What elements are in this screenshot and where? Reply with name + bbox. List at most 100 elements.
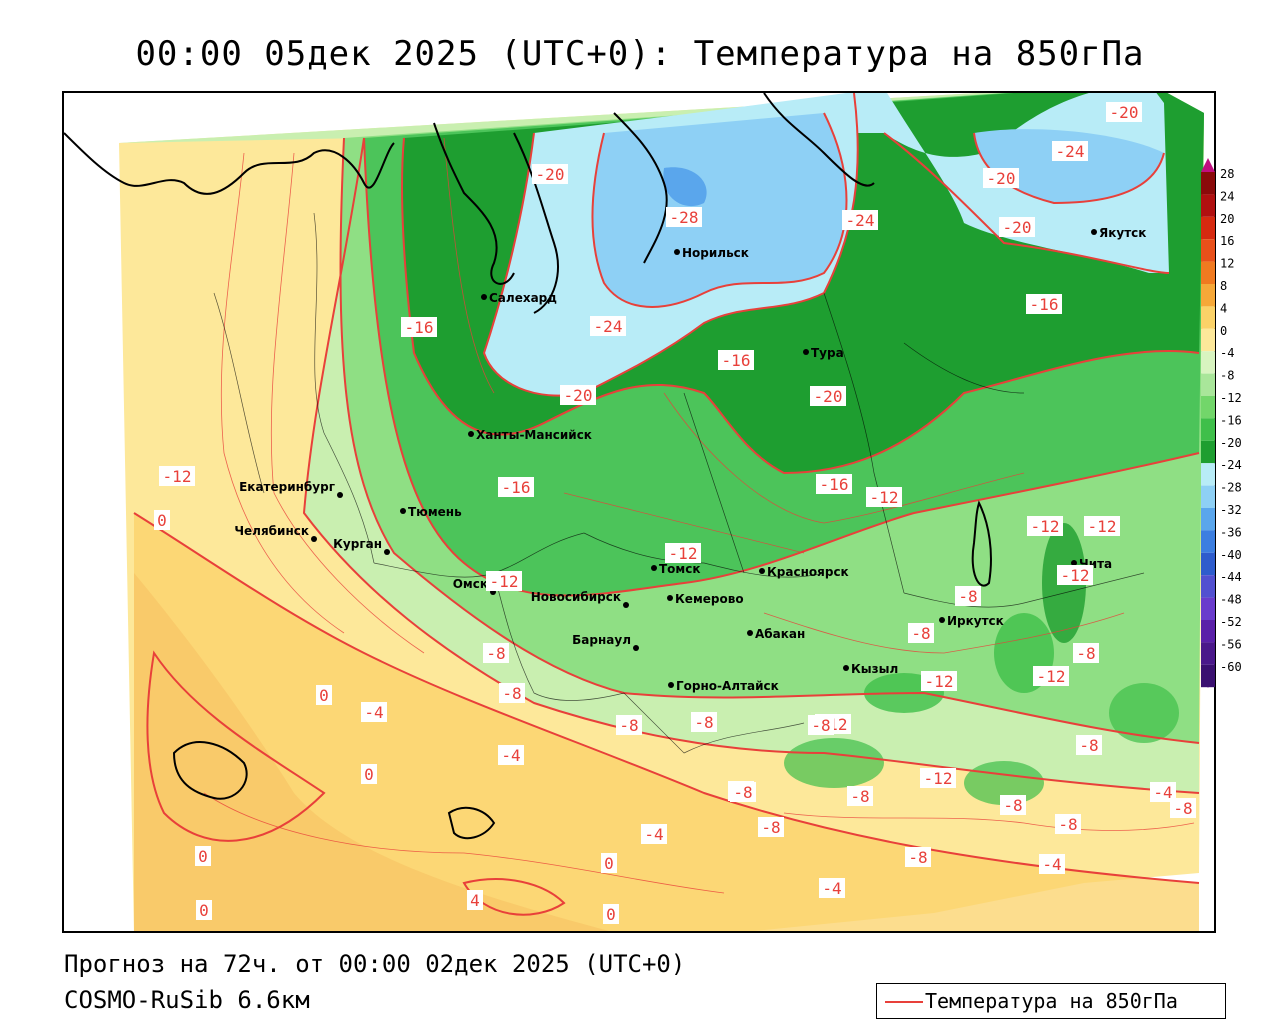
- isotherm-label: -4: [1042, 855, 1061, 874]
- city-marker: [468, 431, 474, 437]
- city-marker: [1071, 560, 1077, 566]
- scale-box: [1201, 172, 1215, 195]
- isotherm-labels-layer: -20 -24 -20 -28 -24 -20 -20 -16 -16 -24 -16 -20 -20 -…: [154, 102, 1196, 924]
- isotherm-label: -4: [501, 746, 520, 765]
- isotherm-label: -8: [486, 644, 505, 663]
- city-label: Тура: [811, 346, 844, 360]
- scale-tick-label: 28: [1220, 167, 1234, 181]
- city-marker: [668, 682, 674, 688]
- scale-tick-label: -36: [1220, 525, 1242, 539]
- isotherm-label-bg: [154, 510, 170, 530]
- scale-tick-label: 12: [1220, 257, 1234, 271]
- coastline: [64, 93, 992, 840]
- city-label: Красноярск: [767, 565, 849, 579]
- isotherm-label-bg: [1027, 516, 1063, 536]
- isotherm-label-bg: [361, 764, 377, 784]
- isotherm-label-bg: [758, 817, 784, 837]
- isotherm-label: -8: [1058, 815, 1077, 834]
- city-label: Норильск: [682, 246, 749, 260]
- isotherm-label-bg: [665, 543, 701, 563]
- isotherm-label-bg: [601, 853, 617, 873]
- isotherm-label-bg: [999, 217, 1035, 237]
- scale-box: [1201, 440, 1215, 464]
- isotherm-label-bg: [1076, 735, 1102, 755]
- relief-blob: [784, 738, 884, 788]
- isotherm-label: -12: [163, 467, 192, 486]
- city-marker: [747, 630, 753, 636]
- city-label: Кемерово: [675, 592, 744, 606]
- isotherm-label-bg: [603, 904, 619, 924]
- scale-tick-label: 16: [1220, 234, 1234, 248]
- scale-tick-label: -28: [1220, 481, 1242, 495]
- scale-tick-label: -32: [1220, 503, 1242, 517]
- scale-box: [1201, 485, 1215, 508]
- zone-minus28: [663, 167, 707, 207]
- isotherm-label-bg: [483, 643, 509, 663]
- page-title: 00:00 05дек 2025 (UTC+0): Температура на…: [135, 34, 1145, 74]
- city-label: Ханты-Мансийск: [476, 428, 592, 442]
- isotherm-label: -4: [364, 703, 383, 722]
- isotherm-label-bg: [666, 207, 702, 227]
- scale-box: [1201, 620, 1215, 643]
- isotherm-label-bg: [498, 477, 534, 497]
- isotherm-label-bg: [196, 900, 212, 920]
- isotherm-label-bg: [691, 712, 717, 732]
- isotherm-label-bg: [905, 847, 931, 867]
- isotherm-label: -24: [594, 317, 623, 336]
- city-marker: [1091, 229, 1097, 235]
- isotherm-label: -12: [925, 672, 954, 691]
- isotherm-label: -8: [958, 587, 977, 606]
- scale-tick-label: 20: [1220, 212, 1234, 226]
- isotherm-label-bg: [955, 586, 981, 606]
- isotherm-label: 0: [199, 901, 209, 920]
- isotherm-label-bg: [1073, 643, 1099, 663]
- isotherm-label-bg: [730, 782, 756, 802]
- isotherm-label-bg: [499, 683, 525, 703]
- isotherm-label: -8: [1079, 736, 1098, 755]
- isotherm-label-bg: [920, 768, 956, 788]
- isotherm-label-bg: [847, 786, 873, 806]
- isotherm-label: -8: [619, 716, 638, 735]
- isotherm-label: -20: [814, 387, 843, 406]
- isotherm-label-bg: [1150, 782, 1176, 802]
- city-label: Томск: [659, 562, 701, 576]
- isotherm-label: -4: [1153, 783, 1172, 802]
- scale-box: [1201, 351, 1215, 374]
- zone-minus24: [592, 113, 847, 307]
- isotherm-label: -12: [669, 544, 698, 563]
- legend-label: Температура на 850гПа: [925, 989, 1178, 1013]
- scale-tick-label: 24: [1220, 189, 1234, 203]
- scale-box: [1201, 552, 1215, 576]
- isotherm-label-bg: [641, 824, 667, 844]
- isotherm-label: -12: [924, 769, 953, 788]
- city-marker: [667, 595, 673, 601]
- scale-box: [1201, 239, 1215, 262]
- isotherm-label-bg: [842, 210, 878, 230]
- isotherm-label: -28: [670, 208, 699, 227]
- isotherm-label-bg: [921, 671, 957, 691]
- city-label: Горно-Алтайск: [676, 679, 779, 693]
- scale-box: [1201, 597, 1215, 620]
- city-label: Салехард: [489, 291, 557, 305]
- temperature-map[interactable]: Салехард Норильск Якутск Тура Ханты-Мансийск…: [62, 91, 1216, 933]
- isotherm-label-bg: [816, 474, 852, 494]
- isotherm-label: -16: [405, 318, 434, 337]
- isotherm-label-bg: [1052, 141, 1088, 161]
- city-label: Курган: [333, 537, 382, 551]
- scale-box: [1201, 306, 1215, 329]
- isotherm-label: 4: [470, 891, 480, 910]
- isotherm-label-bg: [1033, 666, 1069, 686]
- isotherm-label-bg: [819, 878, 845, 898]
- scale-tick-label: -20: [1220, 436, 1242, 450]
- scale-box: [1201, 530, 1215, 553]
- isotherm-label: -12: [870, 488, 899, 507]
- scale-tick-label: -48: [1220, 593, 1242, 607]
- isotherm-label: -4: [822, 879, 841, 898]
- city-marker: [843, 665, 849, 671]
- city-label: Омск: [453, 577, 488, 591]
- isotherm-label-bg: [908, 623, 934, 643]
- isotherm-label: -16: [820, 475, 849, 494]
- isotherm-label-bg: [486, 571, 522, 591]
- isotherm-label-bg: [590, 316, 626, 336]
- city-label: Иркутск: [947, 614, 1004, 628]
